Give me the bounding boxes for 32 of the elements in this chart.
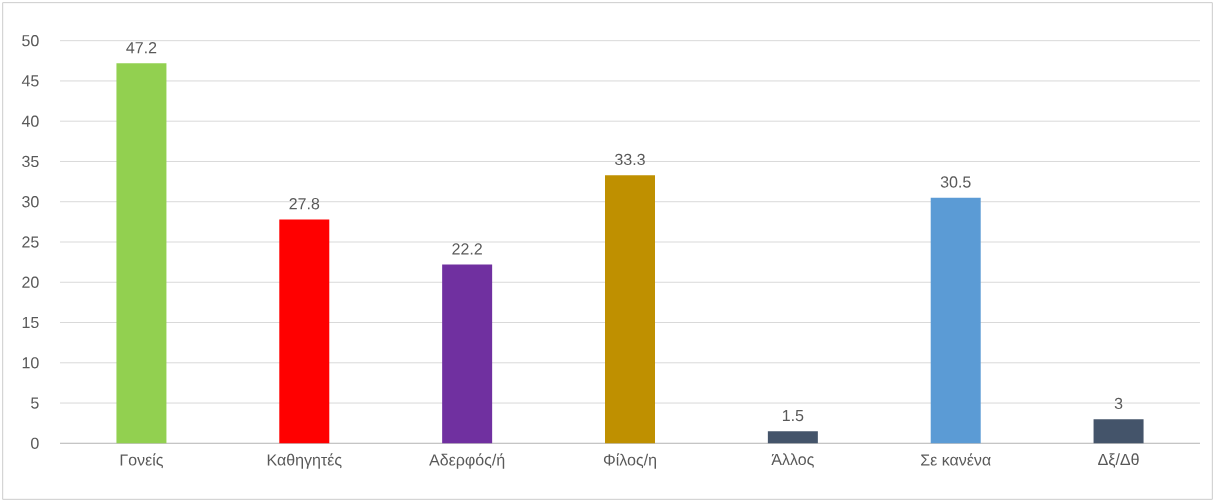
y-tick-label: 5 — [31, 397, 39, 409]
x-tick-label: Δξ/Δθ — [1098, 453, 1139, 468]
x-tick-label: Γονείς — [120, 453, 163, 469]
bar — [442, 264, 493, 444]
y-tick-label: 40 — [21, 115, 39, 127]
x-tick-label: Καθηγητές — [267, 453, 342, 469]
data-label: 33.3 — [615, 153, 645, 166]
y-tick-label: 45 — [21, 75, 39, 87]
x-tick-label: Σε κανένα — [921, 453, 991, 466]
y-tick-label: 0 — [31, 437, 39, 449]
y-tick-label: 10 — [22, 357, 39, 369]
y-tick-label: 25 — [22, 236, 39, 248]
data-label: 1.5 — [782, 410, 804, 422]
data-label: 22.2 — [452, 243, 482, 255]
y-tick-label: 35 — [22, 155, 39, 168]
x-tick-label: Φίλος/η — [603, 453, 656, 469]
data-label: 47.2 — [126, 42, 157, 54]
y-tick-label: 50 — [22, 35, 39, 47]
bar — [605, 175, 655, 444]
bar — [1093, 419, 1144, 444]
bar — [767, 431, 818, 444]
y-tick-label: 30 — [22, 196, 39, 208]
y-tick-label: 20 — [22, 276, 39, 288]
y-tick-label: 15 — [22, 316, 39, 329]
data-label: 30.5 — [940, 176, 971, 188]
x-tick-label: Άλλος — [771, 453, 814, 468]
x-tick-label: Αδερφός/ή — [429, 453, 505, 469]
bar — [116, 63, 167, 444]
bar — [930, 197, 981, 444]
data-label: 3 — [1114, 397, 1123, 410]
bar — [279, 219, 330, 444]
data-label: 27.8 — [289, 198, 320, 210]
